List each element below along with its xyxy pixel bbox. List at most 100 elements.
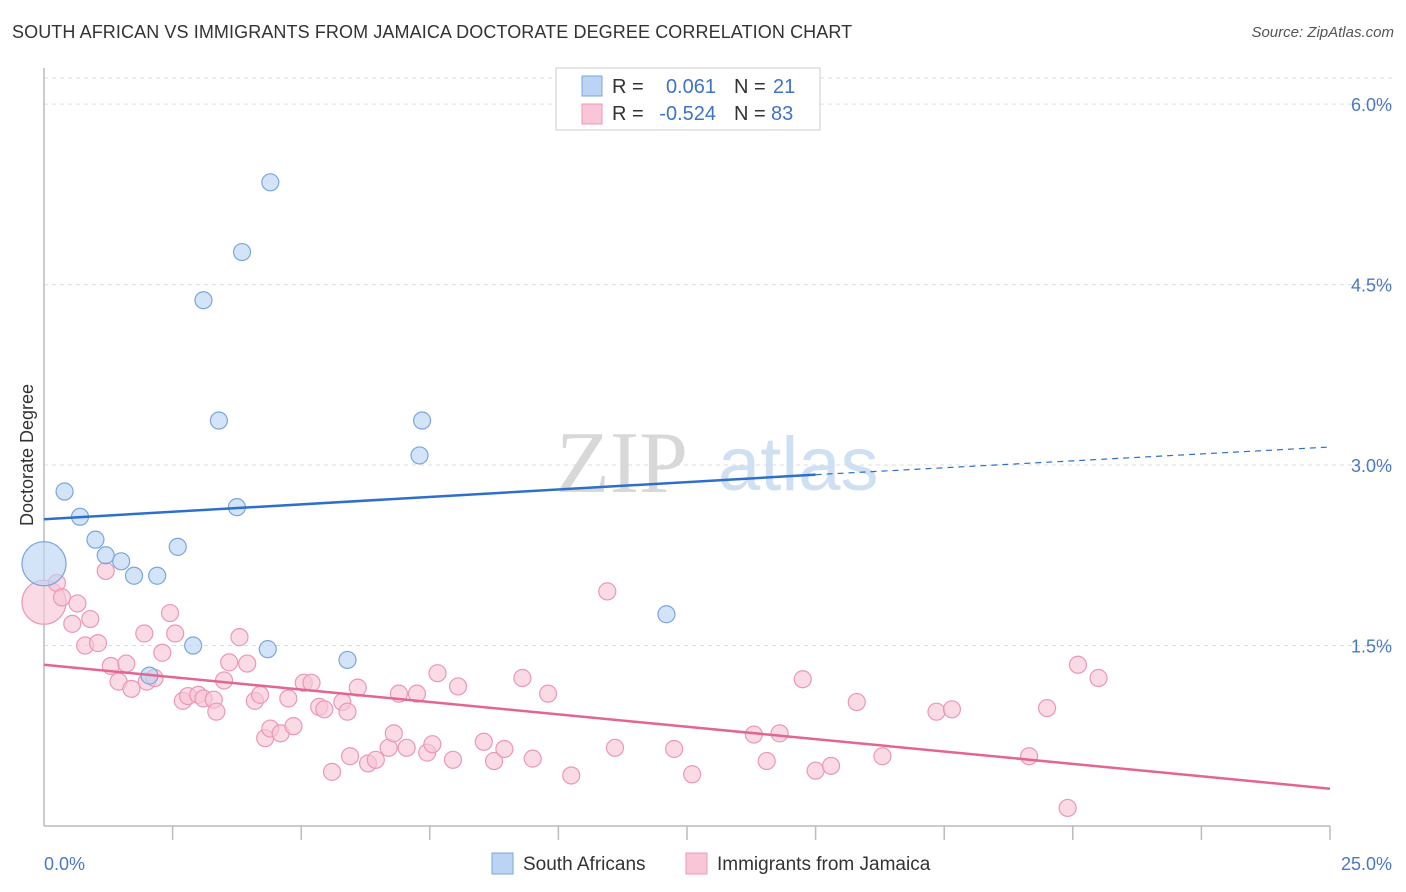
- jamaica-point-69: [757, 751, 776, 771]
- jamaica-point-35: [284, 717, 303, 736]
- y-tick-label-0: 1.5%: [1351, 637, 1392, 657]
- jamaica-point-4: [68, 594, 87, 613]
- jamaica-point-50: [397, 738, 416, 757]
- jamaica-point-66: [665, 739, 684, 759]
- jamaica-point-62: [539, 684, 558, 703]
- south-africans-point-19: [657, 605, 676, 624]
- jamaica-point-7: [88, 634, 108, 653]
- legend-swatch-pink: [581, 103, 603, 125]
- jamaica-point-57: [474, 732, 493, 751]
- jamaica-point-12: [122, 679, 141, 698]
- trend-line-south-africans: [43, 473, 816, 521]
- south-africans-point-6: [124, 566, 144, 585]
- trend-line-south-africans-extension: [815, 446, 1331, 476]
- jamaica-point-74: [847, 692, 866, 712]
- jamaica-point-78: [1019, 747, 1039, 766]
- jamaica-point-34: [279, 689, 298, 708]
- jamaica-point-30: [250, 685, 270, 704]
- jamaica-point-48: [384, 724, 403, 743]
- jamaica-point-55: [443, 750, 463, 769]
- south-africans-point-16: [338, 650, 357, 670]
- watermark: ZIP atlas: [556, 415, 879, 512]
- y-tick-label-2: 4.5%: [1351, 276, 1392, 296]
- y-tick-label-1: 3.0%: [1351, 456, 1392, 476]
- jamaica-point-26: [220, 653, 239, 672]
- jamaica-point-64: [605, 738, 625, 757]
- y-tick-label-3: 6.0%: [1351, 95, 1392, 115]
- legend-r-value-pink: -0.524: [659, 103, 716, 125]
- jamaica-point-17: [160, 603, 180, 623]
- jamaica-point-70: [770, 724, 789, 743]
- jamaica-point-3: [63, 614, 82, 633]
- series-legend: South Africans Immigrants from Jamaica: [491, 852, 931, 875]
- jamaica-point-27: [230, 628, 249, 647]
- jamaica-point-56: [448, 677, 468, 696]
- south-africans-point-13: [232, 242, 252, 262]
- jamaica-point-11: [117, 654, 136, 673]
- jamaica-point-72: [806, 761, 825, 780]
- legend-n-label-blue: N =: [734, 76, 766, 98]
- stats-legend: R = 0.061 N = 21 R = -0.524 N = 83: [555, 67, 821, 131]
- jamaica-point-18: [166, 624, 185, 643]
- south-africans-point-8: [168, 537, 187, 556]
- jamaica-point-8: [96, 561, 115, 581]
- jamaica-point-59: [495, 739, 514, 759]
- trend-line-jamaica: [43, 663, 1331, 790]
- south-africans-point-11: [209, 411, 228, 430]
- legend-n-value-blue: 21: [773, 76, 795, 98]
- legend-n-label-pink: N =: [734, 103, 766, 125]
- bottom-legend-label-jamaica: Immigrants from Jamaica: [717, 854, 931, 875]
- jamaica-point-46: [366, 750, 385, 769]
- south-africans-point-0: [21, 541, 67, 587]
- south-africans-point-10: [194, 291, 213, 310]
- south-africans-point-15: [258, 640, 277, 659]
- legend-r-label-blue: R =: [612, 76, 644, 98]
- jamaica-point-81: [1068, 655, 1088, 674]
- jamaica-point-61: [523, 749, 542, 768]
- jamaica-point-2: [52, 588, 72, 607]
- watermark-zip: ZIP: [556, 415, 688, 512]
- south-africans-point-14: [261, 173, 280, 192]
- jamaica-point-67: [683, 765, 702, 784]
- jamaica-point-39: [315, 700, 334, 719]
- jamaica-point-79: [1037, 698, 1057, 718]
- trend-lines: [43, 446, 1331, 790]
- legend-swatch-blue: [581, 75, 603, 97]
- bottom-legend-swatch-blue: [491, 852, 514, 875]
- watermark-atlas: atlas: [718, 422, 879, 507]
- jamaica-point-5: [81, 609, 100, 629]
- x-tick-label-right: 25.0%: [1341, 854, 1392, 874]
- legend-r-label-pink: R =: [612, 103, 644, 125]
- jamaica-point-43: [340, 747, 360, 766]
- south-africans-point-7: [148, 566, 167, 585]
- jamaica-point-82: [1089, 668, 1108, 688]
- x-tick-label-left: 0.0%: [44, 854, 85, 874]
- jamaica-point-58: [485, 751, 504, 771]
- jamaica-point-40: [322, 762, 342, 781]
- gridlines: [44, 77, 1392, 647]
- jamaica-point-28: [238, 654, 257, 673]
- y-tick-labels: 1.5% 3.0% 4.5% 6.0%: [1351, 95, 1392, 656]
- jamaica-point-80: [1058, 798, 1077, 818]
- jamaica-point-51: [407, 684, 427, 703]
- jamaica-point-65: [598, 582, 617, 601]
- legend-n-value-pink: 83: [771, 103, 793, 125]
- jamaica-point-76: [927, 702, 946, 721]
- south-africans-point-18: [410, 446, 429, 465]
- south-africans-point-17: [412, 411, 432, 430]
- jamaica-point-54: [428, 664, 447, 683]
- jamaica-point-16: [153, 643, 172, 662]
- jamaica-point-71: [793, 670, 812, 689]
- chart-title: SOUTH AFRICAN VS IMMIGRANTS FROM JAMAICA…: [12, 22, 853, 42]
- source-credit: Source: ZipAtlas.com: [1251, 24, 1394, 41]
- jamaica-point-73: [821, 756, 841, 775]
- south-africans-point-9: [184, 636, 203, 655]
- south-africans-point-1: [55, 482, 74, 501]
- jamaica-point-24: [207, 702, 226, 721]
- south-africans-point-3: [86, 530, 105, 549]
- jamaica-point-75: [873, 747, 892, 766]
- legend-r-value-blue: 0.061: [666, 76, 716, 98]
- jamaica-point-53: [423, 735, 442, 754]
- x-ticks: [171, 826, 1331, 840]
